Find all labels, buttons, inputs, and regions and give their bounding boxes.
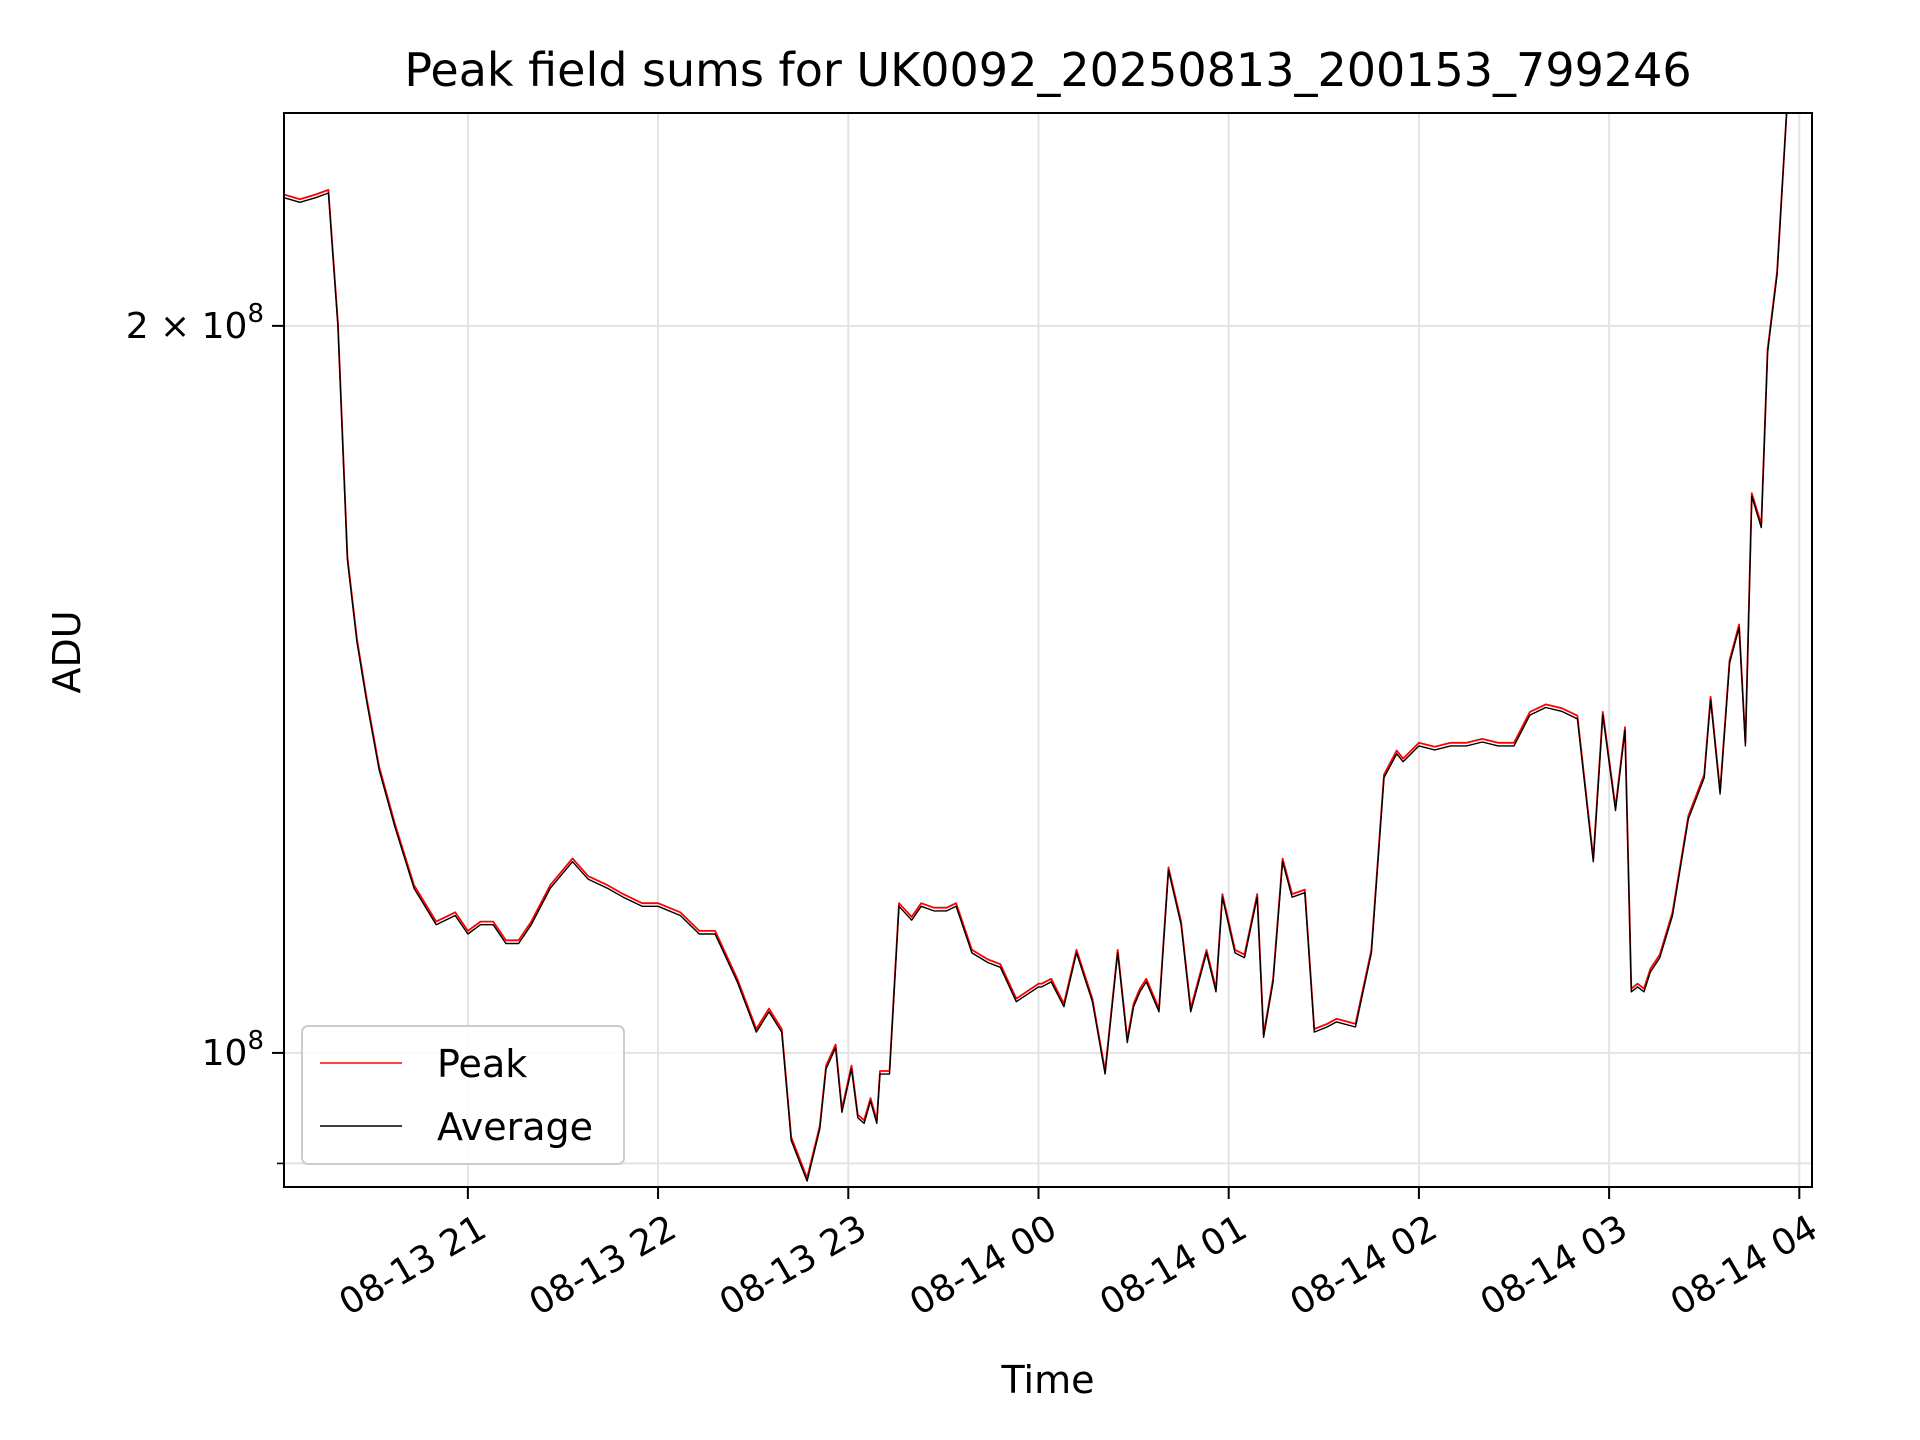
series-layer [283, 112, 1800, 1182]
y-tick-label: 2 × 108 [126, 299, 264, 347]
x-axis-label: Time [1001, 1358, 1095, 1402]
legend-box [301, 1025, 625, 1165]
y-axis-label: ADU [45, 610, 89, 693]
series-line-average [283, 112, 1800, 1182]
legend-label-average: Average [437, 1105, 593, 1149]
legend: Peak Average [301, 1025, 625, 1165]
chart-title: Peak field sums for UK0092_20250813_2001… [404, 43, 1691, 97]
y-tick-label: 108 [202, 1026, 264, 1074]
y-axis: 108 2 × 108 [126, 299, 284, 1165]
legend-label-peak: Peak [437, 1042, 527, 1086]
plot-frame [283, 112, 1813, 1188]
